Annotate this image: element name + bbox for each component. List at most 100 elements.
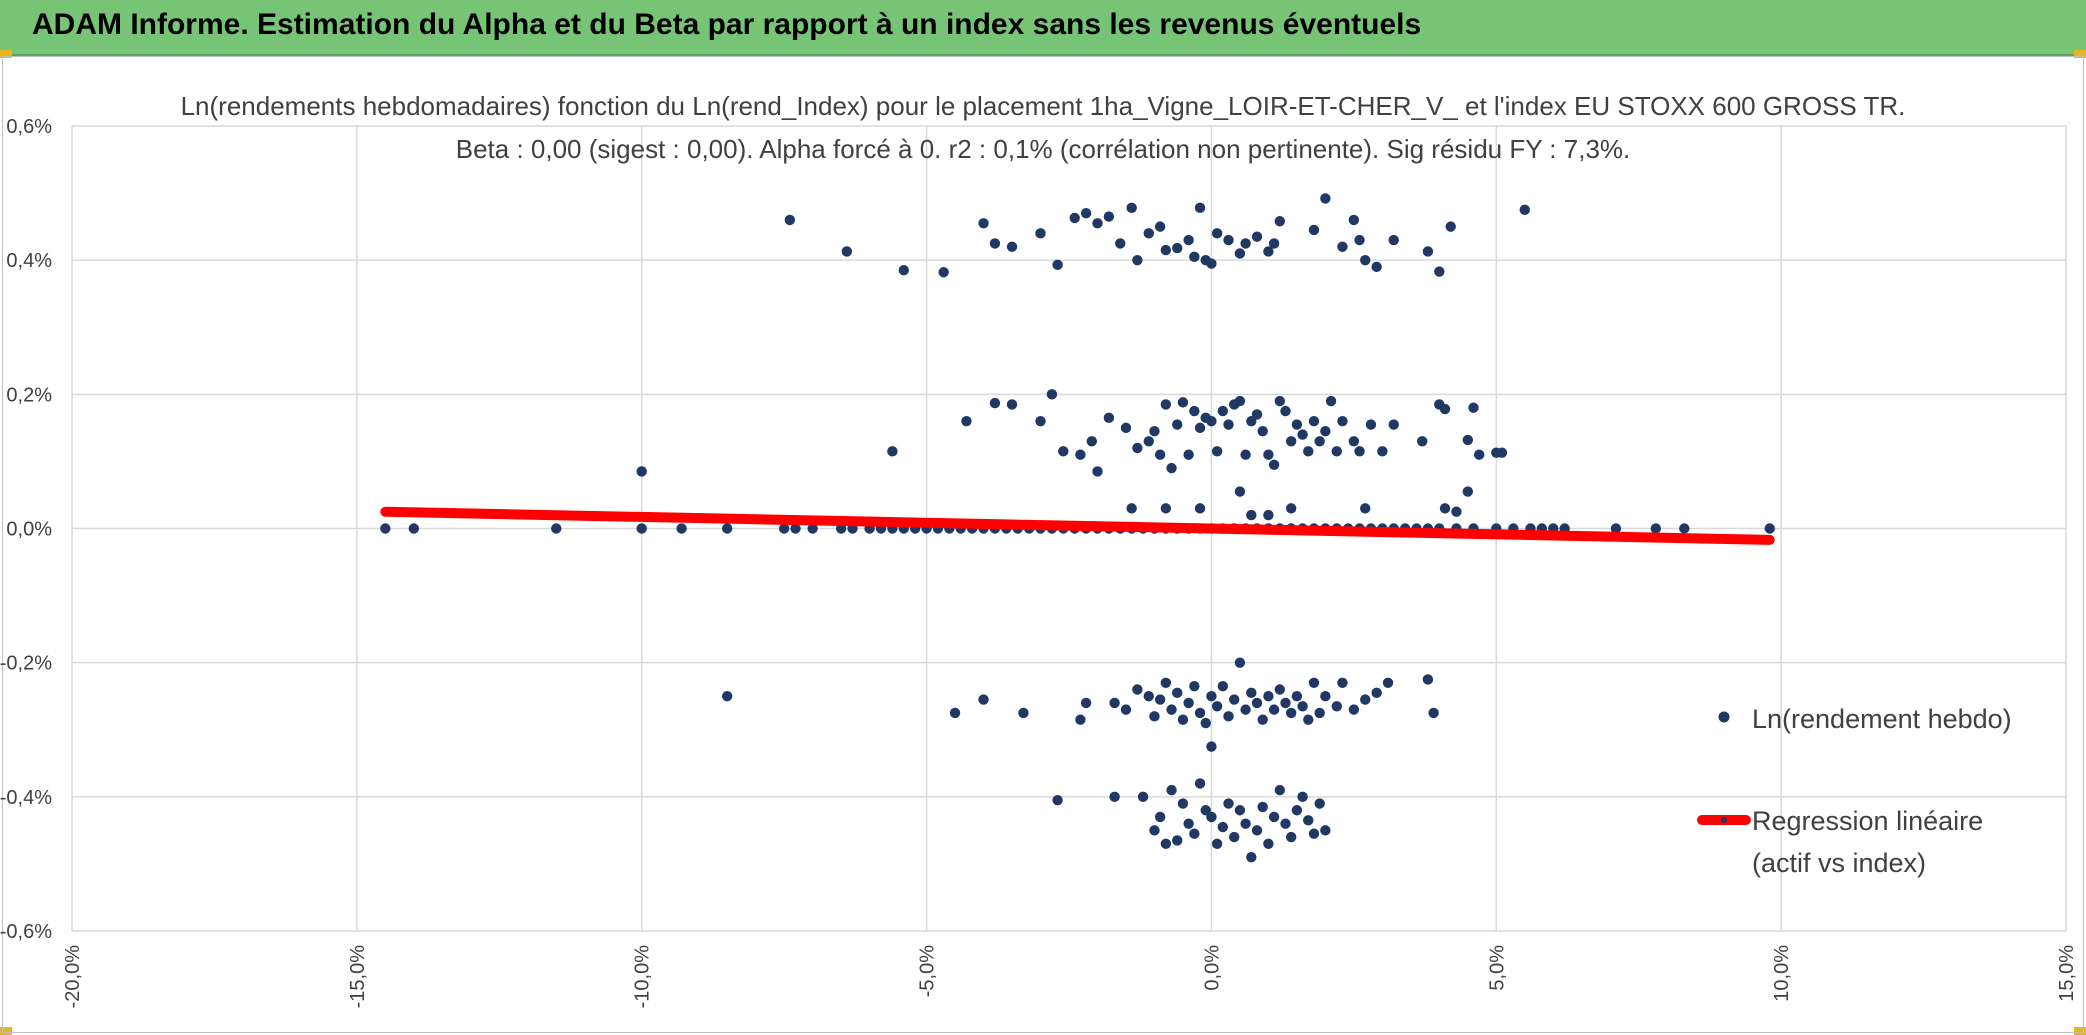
data-point: [1006, 241, 1018, 252]
data-point: [1280, 405, 1291, 417]
data-point: [1126, 202, 1137, 214]
data-point: [1177, 397, 1189, 408]
x-tick-label: 5,0%: [1486, 945, 1508, 991]
data-point: [1764, 523, 1775, 534]
data-point: [636, 523, 647, 534]
data-point: [1263, 449, 1274, 460]
data-point: [1194, 778, 1206, 789]
data-point: [1240, 238, 1251, 249]
data-point: [1371, 261, 1382, 273]
data-point: [1308, 415, 1320, 427]
regression-line-group: [380, 506, 1775, 545]
data-point: [1183, 697, 1194, 709]
data-point: [1234, 657, 1246, 668]
data-point: [1172, 687, 1183, 699]
data-point: [1308, 224, 1320, 236]
data-point: [1422, 246, 1434, 257]
data-point: [1160, 244, 1172, 256]
data-point: [1468, 402, 1479, 413]
data-point: [1177, 798, 1189, 809]
data-point: [1092, 218, 1103, 229]
data-point: [1303, 714, 1314, 725]
data-point: [1360, 694, 1371, 705]
data-point: [1382, 677, 1394, 688]
data-point: [1285, 707, 1297, 719]
data-point: [1217, 680, 1229, 692]
data-point: [1285, 503, 1297, 514]
data-point: [1377, 446, 1388, 457]
data-point: [1519, 204, 1530, 216]
data-point: [1183, 449, 1194, 460]
data-point: [1268, 811, 1280, 823]
data-point: [807, 523, 818, 534]
data-point: [1075, 449, 1086, 460]
data-point: [1360, 503, 1371, 514]
data-point: [1172, 242, 1183, 254]
data-point: [1194, 202, 1206, 214]
data-point: [1132, 254, 1143, 266]
data-point: [1439, 503, 1451, 514]
chart-subtitle: Beta : 0,00 (sigest : 0,00). Alpha forcé…: [456, 134, 1631, 164]
data-point: [1132, 684, 1143, 695]
data-point: [1263, 838, 1274, 849]
data-point: [887, 446, 898, 457]
data-point: [1115, 238, 1126, 249]
data-points: [380, 193, 1775, 863]
data-point: [1285, 831, 1297, 843]
data-point: [1189, 680, 1200, 692]
data-point: [1126, 503, 1137, 514]
data-point: [1206, 258, 1217, 269]
data-point: [1149, 426, 1160, 437]
data-point: [961, 415, 972, 427]
data-point: [1263, 691, 1274, 702]
legend-label-regression-sub: (actif vs index): [1752, 848, 1926, 878]
data-point: [1348, 214, 1360, 226]
data-point: [1650, 523, 1662, 534]
y-tick-label: 0,6%: [6, 116, 52, 138]
data-point: [938, 267, 949, 278]
data-point: [1246, 509, 1257, 521]
data-point: [1154, 449, 1166, 460]
data-point: [1217, 405, 1229, 417]
data-point: [1223, 798, 1234, 809]
data-point: [1251, 697, 1263, 709]
data-point: [1325, 395, 1337, 407]
data-point: [1257, 714, 1268, 725]
data-point: [1234, 486, 1246, 497]
corner-marker: [0, 50, 12, 58]
data-point: [408, 523, 420, 534]
data-point: [949, 707, 961, 719]
legend-marker-points: [1718, 711, 1730, 723]
data-point: [1263, 509, 1274, 521]
data-point: [1285, 436, 1297, 447]
x-tick-label: 10,0%: [1771, 945, 1793, 1002]
data-point: [1610, 523, 1622, 534]
data-point: [1109, 791, 1120, 803]
data-point: [1052, 259, 1063, 271]
data-point: [778, 523, 790, 534]
data-point: [1058, 446, 1069, 457]
data-point: [1217, 821, 1229, 833]
data-point: [1451, 506, 1462, 517]
data-point: [1462, 434, 1474, 446]
data-point: [1274, 684, 1285, 695]
data-point: [1154, 221, 1166, 232]
chart-frame: [2, 56, 2084, 1033]
data-point: [1257, 801, 1268, 813]
data-point: [1280, 818, 1291, 829]
data-point: [978, 218, 989, 229]
data-point: [721, 691, 733, 702]
legend-marker-regression-dot: [1721, 817, 1727, 823]
data-point: [1251, 409, 1263, 420]
data-point: [1371, 687, 1382, 699]
data-point: [1160, 838, 1172, 849]
data-point: [1360, 254, 1371, 266]
chart-title: Ln(rendements hebdomadaires) fonction du…: [181, 91, 1906, 121]
data-point: [1303, 815, 1314, 826]
data-point: [1194, 422, 1206, 434]
data-point: [1154, 811, 1166, 823]
x-tick-label: 15,0%: [2056, 945, 2078, 1002]
data-point: [1251, 231, 1263, 242]
data-point: [1297, 429, 1308, 440]
data-point: [1223, 234, 1234, 246]
